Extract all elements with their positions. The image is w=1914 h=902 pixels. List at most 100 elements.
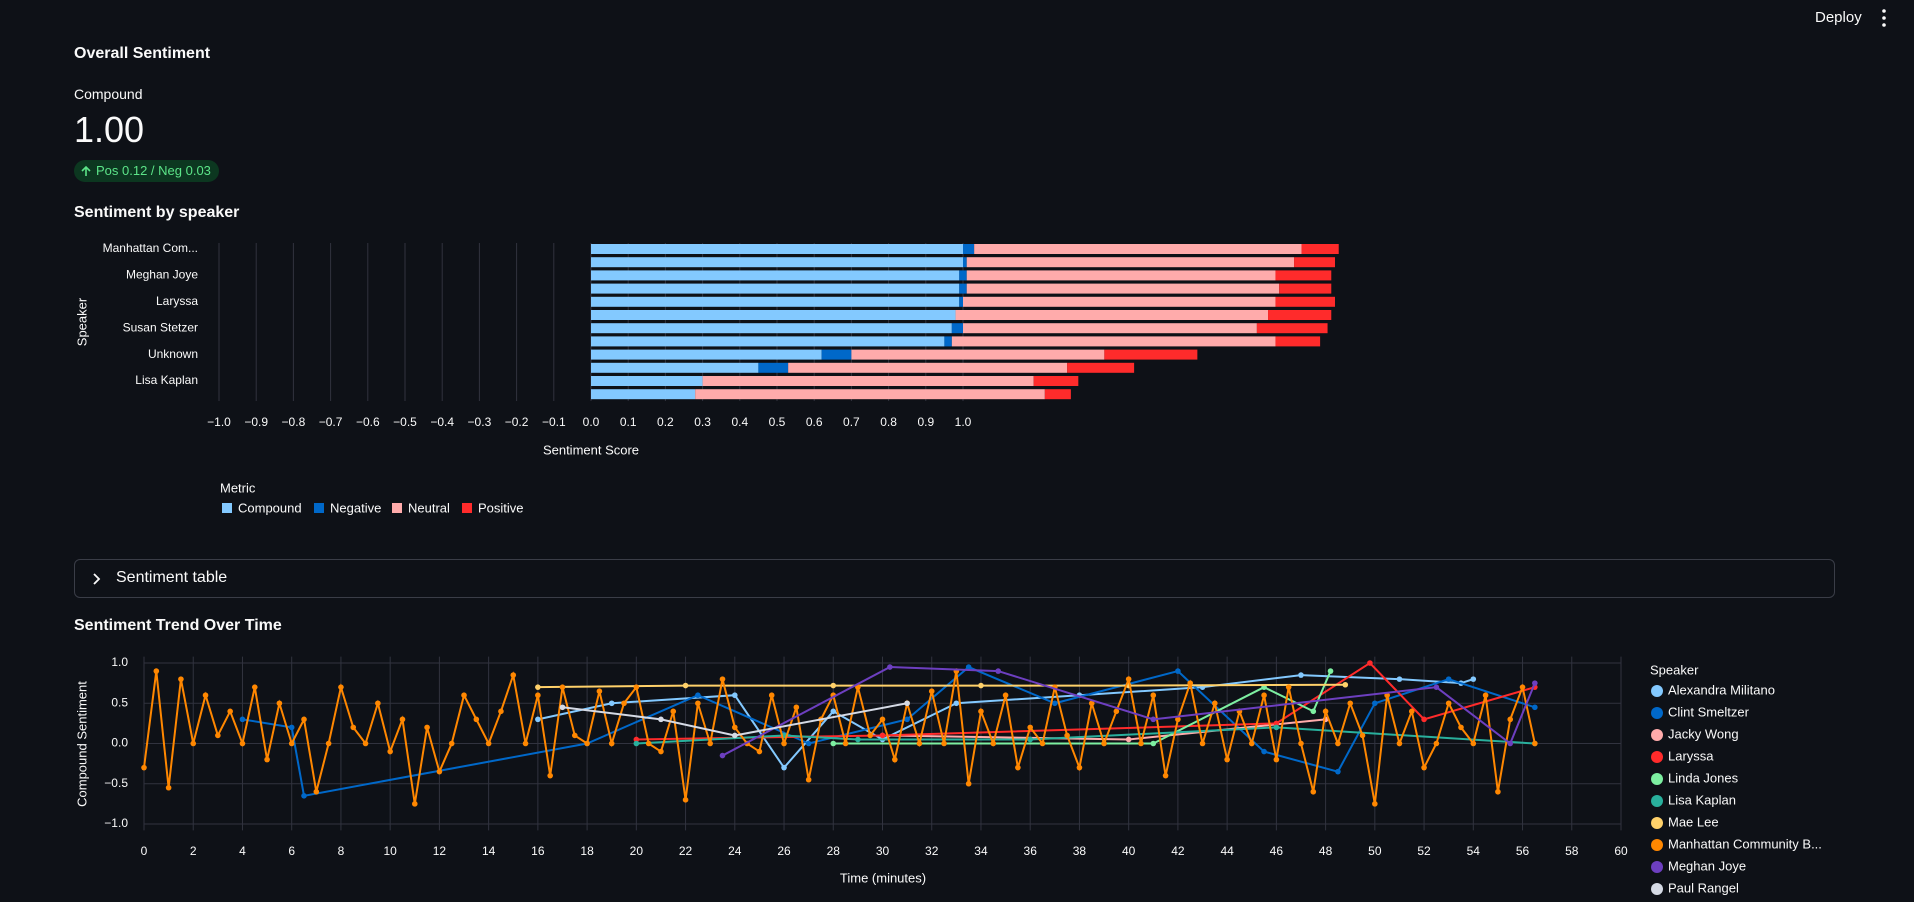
expander-label: Sentiment table [116, 569, 228, 586]
point [448, 740, 455, 747]
section-title: Overall Sentiment [74, 45, 211, 62]
legend-label: Paul Rangel [1668, 880, 1739, 895]
point [904, 716, 910, 723]
x-tick-label: −0.2 [505, 415, 529, 429]
x-tick-label: −0.8 [282, 415, 306, 429]
point [1310, 708, 1317, 715]
bar-segment [758, 362, 789, 373]
point [1335, 740, 1341, 747]
bar-segment [591, 296, 960, 307]
point [1327, 668, 1334, 674]
bar-segment [959, 283, 967, 294]
x-tick-label: 16 [531, 844, 545, 858]
bar-segment [1301, 244, 1339, 254]
legend-swatch [1651, 861, 1663, 873]
point [251, 684, 258, 690]
x-tick-label: 58 [1565, 844, 1579, 858]
point [1212, 700, 1218, 707]
point [1359, 732, 1366, 739]
point [424, 724, 430, 731]
point [1310, 788, 1317, 795]
point [1372, 801, 1378, 807]
point [732, 732, 738, 739]
legend-label: Laryssa [1668, 748, 1714, 763]
point [301, 716, 307, 723]
point [1421, 764, 1427, 771]
point [633, 736, 640, 743]
x-tick-label: −0.4 [430, 415, 454, 429]
x-tick-label: −0.9 [244, 415, 268, 429]
bar-segment [963, 323, 1257, 334]
legend-label: Meghan Joye [1668, 858, 1746, 873]
x-tick-label: 0.5 [769, 415, 786, 429]
point [732, 724, 738, 731]
bar-segment [963, 257, 967, 268]
point [1372, 700, 1378, 707]
x-tick-label: 32 [925, 844, 939, 858]
bar-segment [1279, 283, 1332, 294]
point [301, 793, 307, 799]
x-tick-label: 26 [777, 844, 791, 858]
x-tick-label: 34 [974, 844, 988, 858]
point [178, 676, 184, 682]
x-tick-label: 0.8 [880, 415, 897, 429]
point [793, 704, 800, 711]
point [670, 708, 677, 715]
point [995, 668, 1001, 674]
legend-label: Positive [478, 500, 524, 515]
bar-segment [591, 349, 822, 360]
point [916, 740, 923, 747]
point [1347, 700, 1354, 707]
menu-button[interactable] [1876, 8, 1892, 28]
x-tick-label: 50 [1368, 844, 1382, 858]
x-tick-label: 54 [1467, 844, 1481, 858]
point [887, 664, 893, 670]
point [965, 664, 972, 670]
bar-segment [591, 257, 963, 268]
chevron-icon [93, 573, 101, 585]
bar-segment [1268, 310, 1332, 320]
deploy-button[interactable]: Deploy [1815, 9, 1862, 26]
point [202, 692, 209, 699]
legend-title: Metric [220, 480, 256, 495]
x-tick-label: 6 [288, 844, 295, 858]
y-axis-title: Compound Sentiment [74, 681, 89, 807]
point [1273, 724, 1280, 731]
point [411, 801, 418, 807]
bar-segment [951, 323, 963, 334]
x-axis-title: Time (minutes) [840, 870, 926, 885]
legend-swatch [1651, 729, 1663, 741]
point [1396, 676, 1403, 682]
x-tick-label: 2 [190, 844, 197, 858]
legend-label: Negative [330, 500, 381, 515]
bar-segment [591, 336, 945, 347]
bar-segment [591, 244, 963, 254]
point [1470, 740, 1477, 747]
bar-segment [1275, 336, 1321, 347]
x-tick-label: 22 [679, 844, 693, 858]
point [1396, 740, 1403, 747]
point [375, 700, 381, 707]
legend-label: Jacky Wong [1668, 726, 1739, 741]
expander[interactable]: Sentiment table [74, 559, 1835, 598]
point [1532, 740, 1538, 747]
series-line [636, 661, 1536, 741]
y-tick-label: −1.0 [104, 816, 128, 830]
point [1408, 708, 1415, 715]
x-tick-label: 0.2 [657, 415, 674, 429]
point [1507, 740, 1514, 747]
point [892, 756, 898, 763]
x-tick-label: 24 [728, 844, 742, 858]
point [165, 784, 172, 791]
point [1002, 692, 1009, 699]
point [288, 740, 295, 747]
point [227, 708, 233, 715]
point [953, 700, 960, 707]
delta-arrow [81, 165, 91, 176]
point [842, 740, 849, 747]
point [658, 748, 664, 755]
bar-segment [821, 349, 852, 360]
point [584, 740, 590, 747]
x-tick-label: 60 [1614, 844, 1628, 858]
